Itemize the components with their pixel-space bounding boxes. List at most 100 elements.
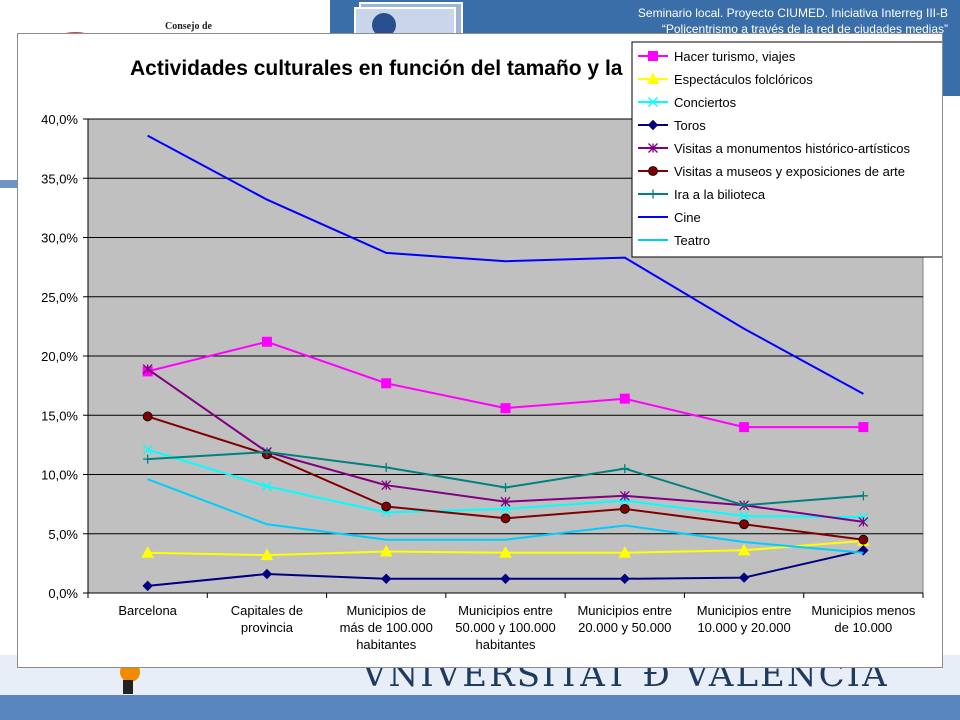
data-point (739, 422, 750, 433)
header-line-1: Seminario local. Proyecto CIUMED. Inicia… (637, 6, 948, 20)
data-point (141, 546, 154, 558)
data-point (142, 411, 153, 422)
x-category-label: Capitales de provincia (231, 603, 303, 635)
series-6 (143, 447, 868, 510)
data-point (261, 568, 273, 580)
legend-label: Conciertos (674, 95, 737, 110)
y-tick-label: 40,0% (41, 112, 78, 127)
data-point (261, 336, 272, 347)
data-point (501, 483, 510, 493)
data-point (648, 189, 658, 199)
series-line (147, 134, 864, 395)
data-point (739, 511, 750, 521)
data-point (646, 72, 660, 84)
x-category-label: Barcelona (118, 603, 177, 618)
data-point (620, 464, 630, 474)
data-point (619, 573, 630, 584)
x-category-label: Municipios entre 20.000 y 50.000 (577, 603, 672, 635)
data-point (381, 480, 392, 491)
legend-label: Teatro (674, 233, 710, 248)
legend-label: Ira a la bilioteca (674, 187, 766, 202)
data-point (499, 546, 512, 558)
legend-entry: Ira a la bilioteca (638, 187, 766, 202)
data-point (142, 444, 153, 455)
data-point (619, 503, 630, 514)
data-point (739, 519, 749, 530)
data-point (381, 501, 392, 512)
data-point (648, 166, 658, 176)
data-point (648, 97, 658, 107)
data-point (261, 481, 272, 492)
legend: Hacer turismo, viajes Espectáculos folcló… (631, 41, 942, 258)
y-tick-label: 0,0% (48, 586, 78, 601)
data-point (262, 447, 272, 457)
data-point (142, 580, 153, 592)
series-7 (147, 134, 864, 395)
data-point (260, 548, 274, 561)
data-point (738, 572, 750, 583)
data-point (858, 491, 868, 501)
data-point (618, 546, 632, 558)
series-0 (142, 336, 869, 433)
data-point (500, 573, 511, 584)
x-category-label: Municipios de más de 100.000 habitantes (340, 603, 433, 652)
data-point (381, 378, 392, 389)
legend-label: Visitas a museos y exposiciones de arte (674, 164, 905, 179)
data-point (858, 422, 869, 433)
line-chart: Actividades culturales en función del ta… (41, 41, 942, 652)
legend-entry: Toros (638, 118, 706, 133)
data-point (647, 119, 659, 131)
data-point (648, 51, 658, 61)
data-point (381, 462, 391, 472)
data-point (379, 544, 393, 557)
legend-entry: Hacer turismo, viajes (638, 49, 796, 64)
x-category-label: Municipios entre 50.000 y 100.000 habitant… (455, 603, 555, 652)
legend-entry: Visitas a museos y exposiciones de arte (638, 164, 905, 179)
y-tick-label: 5,0% (48, 527, 78, 542)
header-text: Seminario local. Proyecto CIUMED. Inicia… (428, 5, 948, 37)
legend-label: Toros (674, 118, 706, 133)
y-tick-label: 30,0% (41, 231, 78, 246)
data-point (858, 516, 869, 527)
series-8 (147, 478, 864, 554)
header-line-2: “Policentrismo a través de la red de ciu… (661, 22, 948, 36)
series-layer (141, 134, 870, 592)
data-point (500, 496, 511, 507)
side-accent (0, 180, 17, 188)
data-point (500, 513, 511, 524)
legend-label: Visitas a monumentos histórico-artístico… (674, 141, 911, 156)
data-point (142, 364, 153, 374)
y-tick-label: 15,0% (41, 408, 78, 423)
data-point (648, 143, 658, 153)
chart-container: Actividades culturales en función del ta… (17, 33, 943, 668)
legend-entry: Conciertos (638, 95, 737, 110)
data-point (619, 393, 630, 404)
data-point (619, 495, 630, 506)
legend-label: Espectáculos folclóricos (674, 72, 813, 87)
data-point (500, 403, 511, 414)
x-category-label: Municipios entre 10.000 y 20.000 (697, 603, 792, 635)
data-point (858, 512, 869, 523)
data-point (500, 503, 511, 514)
footer-bottom-strip (0, 695, 960, 720)
data-point (143, 454, 153, 464)
y-tick-label: 35,0% (41, 171, 78, 186)
data-point (619, 490, 630, 501)
chart-title: Actividades culturales en función del ta… (130, 57, 623, 80)
legend-box (631, 41, 942, 258)
data-point (737, 543, 751, 556)
data-point (739, 500, 749, 510)
legend-entry: Espectáculos folclóricos (638, 72, 813, 87)
y-tick-label: 25,0% (41, 290, 78, 305)
legend-entry: Cine (638, 210, 701, 225)
series-line (147, 478, 864, 554)
data-point (858, 534, 869, 545)
y-tick-label: 10,0% (41, 468, 78, 483)
legend-entry: Teatro (638, 233, 710, 248)
axis-layer: 0,0% 5,0% 10,0% 15,0% 20,0% 25,0% 30,0% 35,0% 40… (41, 112, 924, 652)
legend-label: Hacer turismo, viajes (674, 49, 796, 64)
legend-entry: Visitas a monumentos histórico-artístico… (638, 141, 911, 156)
legend-label: Cine (674, 210, 701, 225)
y-tick-label: 20,0% (41, 349, 78, 364)
logo-consejo-text: Consejo de (165, 21, 212, 32)
